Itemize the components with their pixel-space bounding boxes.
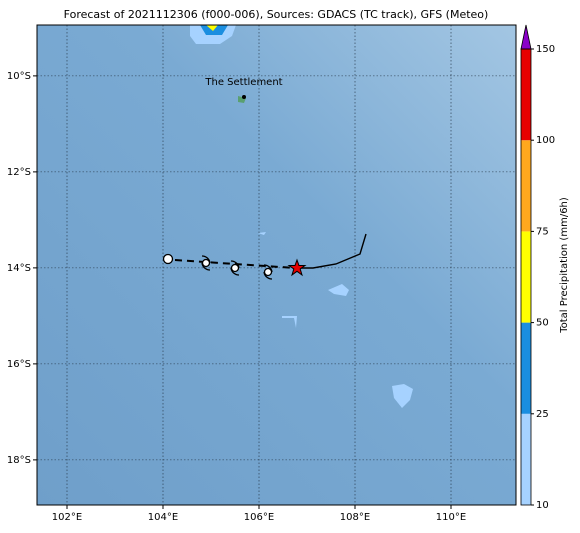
colorbar: 10 25 50 75 100 150 Total Precipitation (mm/6h… <box>520 24 570 511</box>
x-tick-label: 104°E <box>148 512 178 523</box>
x-tick-label: 108°E <box>340 512 370 523</box>
y-tick-label: 14°S <box>7 263 31 274</box>
colorbar-segment <box>521 49 531 141</box>
colorbar-tick-label: 10 <box>536 500 549 511</box>
x-tick-label: 106°E <box>244 512 274 523</box>
colorbar-tick-label: 100 <box>536 135 555 146</box>
y-tick-label: 10°S <box>7 71 31 82</box>
colorbar-segment <box>521 140 531 232</box>
colorbar-tick-label: 50 <box>536 318 549 329</box>
x-tick-label: 102°E <box>52 512 82 523</box>
x-tick-label: 110°E <box>436 512 466 523</box>
precip-patches <box>190 25 413 408</box>
y-tick-label: 12°S <box>7 167 31 178</box>
place-marker <box>242 95 246 99</box>
grid <box>37 25 516 505</box>
place-label: The Settlement <box>204 77 282 88</box>
y-tick-label: 16°S <box>7 359 31 370</box>
colorbar-frame <box>520 48 532 506</box>
cyclone-track <box>162 233 367 280</box>
map-frame <box>36 24 517 506</box>
colorbar-tick-label: 75 <box>536 226 549 237</box>
colorbar-label: Total Precipitation (mm/6h) <box>559 197 570 334</box>
colorbar-segment <box>521 413 531 505</box>
colorbar-segment <box>521 231 531 323</box>
colorbar-segment <box>521 322 531 414</box>
colorbar-tick-label: 25 <box>536 409 549 420</box>
colorbar-tick-label: 150 <box>536 44 555 55</box>
title: Forecast of 2021112306 (f000-006), Sourc… <box>64 8 489 21</box>
colorbar-extension <box>520 24 532 50</box>
map-background <box>37 25 516 505</box>
y-tick-label: 18°S <box>7 455 31 466</box>
